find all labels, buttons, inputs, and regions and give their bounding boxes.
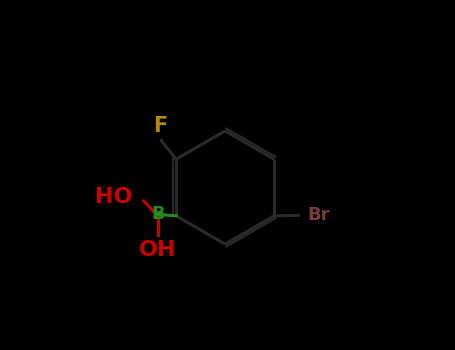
Text: Br: Br xyxy=(308,206,330,224)
Text: F: F xyxy=(153,116,167,136)
Text: HO: HO xyxy=(96,187,133,207)
Text: OH: OH xyxy=(139,240,177,260)
Text: B: B xyxy=(151,205,165,224)
